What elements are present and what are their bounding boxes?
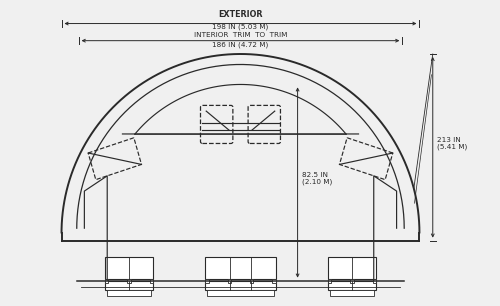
Bar xyxy=(372,279,376,283)
Bar xyxy=(128,279,131,283)
Bar xyxy=(105,279,108,283)
Bar xyxy=(206,279,209,283)
Bar xyxy=(105,281,154,290)
Bar xyxy=(250,279,253,283)
Text: 82.5 IN
(2.10 M): 82.5 IN (2.10 M) xyxy=(302,172,332,185)
Bar xyxy=(228,279,231,283)
Bar xyxy=(272,279,276,283)
Bar xyxy=(206,257,276,279)
Bar xyxy=(208,290,274,296)
Bar xyxy=(350,279,354,283)
Bar xyxy=(107,290,152,296)
Text: INTERIOR  TRIM  TO  TRIM: INTERIOR TRIM TO TRIM xyxy=(194,32,287,38)
Bar xyxy=(328,281,376,290)
Bar xyxy=(328,257,376,279)
Text: 198 IN (5.03 M): 198 IN (5.03 M) xyxy=(212,24,268,30)
Text: 213 IN
(5.41 M): 213 IN (5.41 M) xyxy=(436,137,467,150)
Text: EXTERIOR: EXTERIOR xyxy=(218,10,262,19)
Bar xyxy=(150,279,154,283)
Text: 186 IN (4.72 M): 186 IN (4.72 M) xyxy=(212,41,268,48)
Bar xyxy=(330,290,374,296)
Bar xyxy=(328,279,331,283)
Bar xyxy=(105,257,154,279)
Bar xyxy=(206,281,276,290)
